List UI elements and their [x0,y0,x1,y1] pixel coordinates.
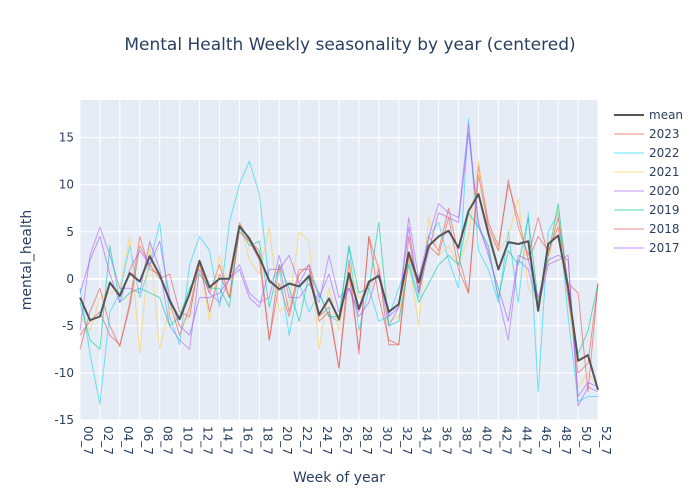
x-tick-label: 08_7 [161,426,175,455]
y-tick-label: -5 [62,319,74,333]
x-tick-label: 24_7 [320,426,334,455]
legend-label: 2021 [649,165,680,179]
x-tick-label: 00_7 [81,426,95,455]
x-tick-label: 46_7 [539,426,553,455]
legend[interactable]: mean 2023 2022 2021 2020 2019 2018 2017 [614,108,683,255]
x-tick-label: 44_7 [519,426,533,455]
x-tick-label: 38_7 [460,426,474,455]
legend-item-2019[interactable]: 2019 [614,203,680,217]
legend-label: 2023 [649,127,680,141]
x-tick-label: 40_7 [479,426,493,455]
series-line-2020 [79,123,599,407]
x-tick-label: 06_7 [141,426,155,455]
series-line-2017 [79,132,599,397]
plot-area: -15 -10 -5 0 5 10 15 00_7 02_7 04_7 06_7 08_7 10_7 12… [54,100,613,455]
legend-label: mean [649,108,683,122]
series-line-mean [79,193,599,391]
legend-label: 2019 [649,203,680,217]
legend-label: 2017 [649,241,680,255]
y-tick-label: 0 [66,272,74,286]
x-tick-label: 30_7 [380,426,394,455]
y-tick-label: -10 [54,366,74,380]
x-axis-title: Week of year [293,470,385,486]
x-tick-label: 28_7 [360,426,374,455]
x-tick-label: 04_7 [121,426,135,455]
x-tick-label: 42_7 [499,426,513,455]
legend-item-2021[interactable]: 2021 [614,165,680,179]
x-tick-label: 16_7 [240,426,254,455]
x-tick-label: 10_7 [181,426,195,455]
x-tick-label: 36_7 [440,426,454,455]
x-tick-label: 14_7 [220,426,234,455]
x-tick-label: 52_7 [599,426,613,455]
x-tick-label: 18_7 [260,426,274,455]
legend-item-2017[interactable]: 2017 [614,241,680,255]
x-tick-label: 32_7 [400,426,414,455]
legend-item-2020[interactable]: 2020 [614,184,680,198]
x-tick-label: 48_7 [559,426,573,455]
legend-item-2022[interactable]: 2022 [614,146,680,160]
legend-item-2018[interactable]: 2018 [614,222,680,236]
y-tick-label: -15 [54,413,74,427]
x-tick-label: 02_7 [101,426,115,455]
x-tick-label: 20_7 [280,426,294,455]
x-tick-label: 26_7 [340,426,354,455]
series-line-2021 [79,160,599,388]
legend-label: 2022 [649,146,680,160]
legend-label: 2020 [649,184,680,198]
y-axis-title: mental_health [19,210,35,310]
legend-label: 2018 [649,222,680,236]
x-tick-label: 50_7 [579,426,593,455]
x-tick-label: 22_7 [300,426,314,455]
chart-title: Mental Health Weekly seasonality by year… [124,35,575,55]
y-tick-label: 5 [66,225,74,239]
x-tick-label: 34_7 [420,426,434,455]
y-tick-label: 15 [59,131,74,145]
legend-item-mean[interactable]: mean [614,108,683,122]
series-line-2018 [79,174,599,393]
legend-item-2023[interactable]: 2023 [614,127,680,141]
y-tick-label: 10 [59,178,74,192]
x-tick-label: 12_7 [201,426,215,455]
